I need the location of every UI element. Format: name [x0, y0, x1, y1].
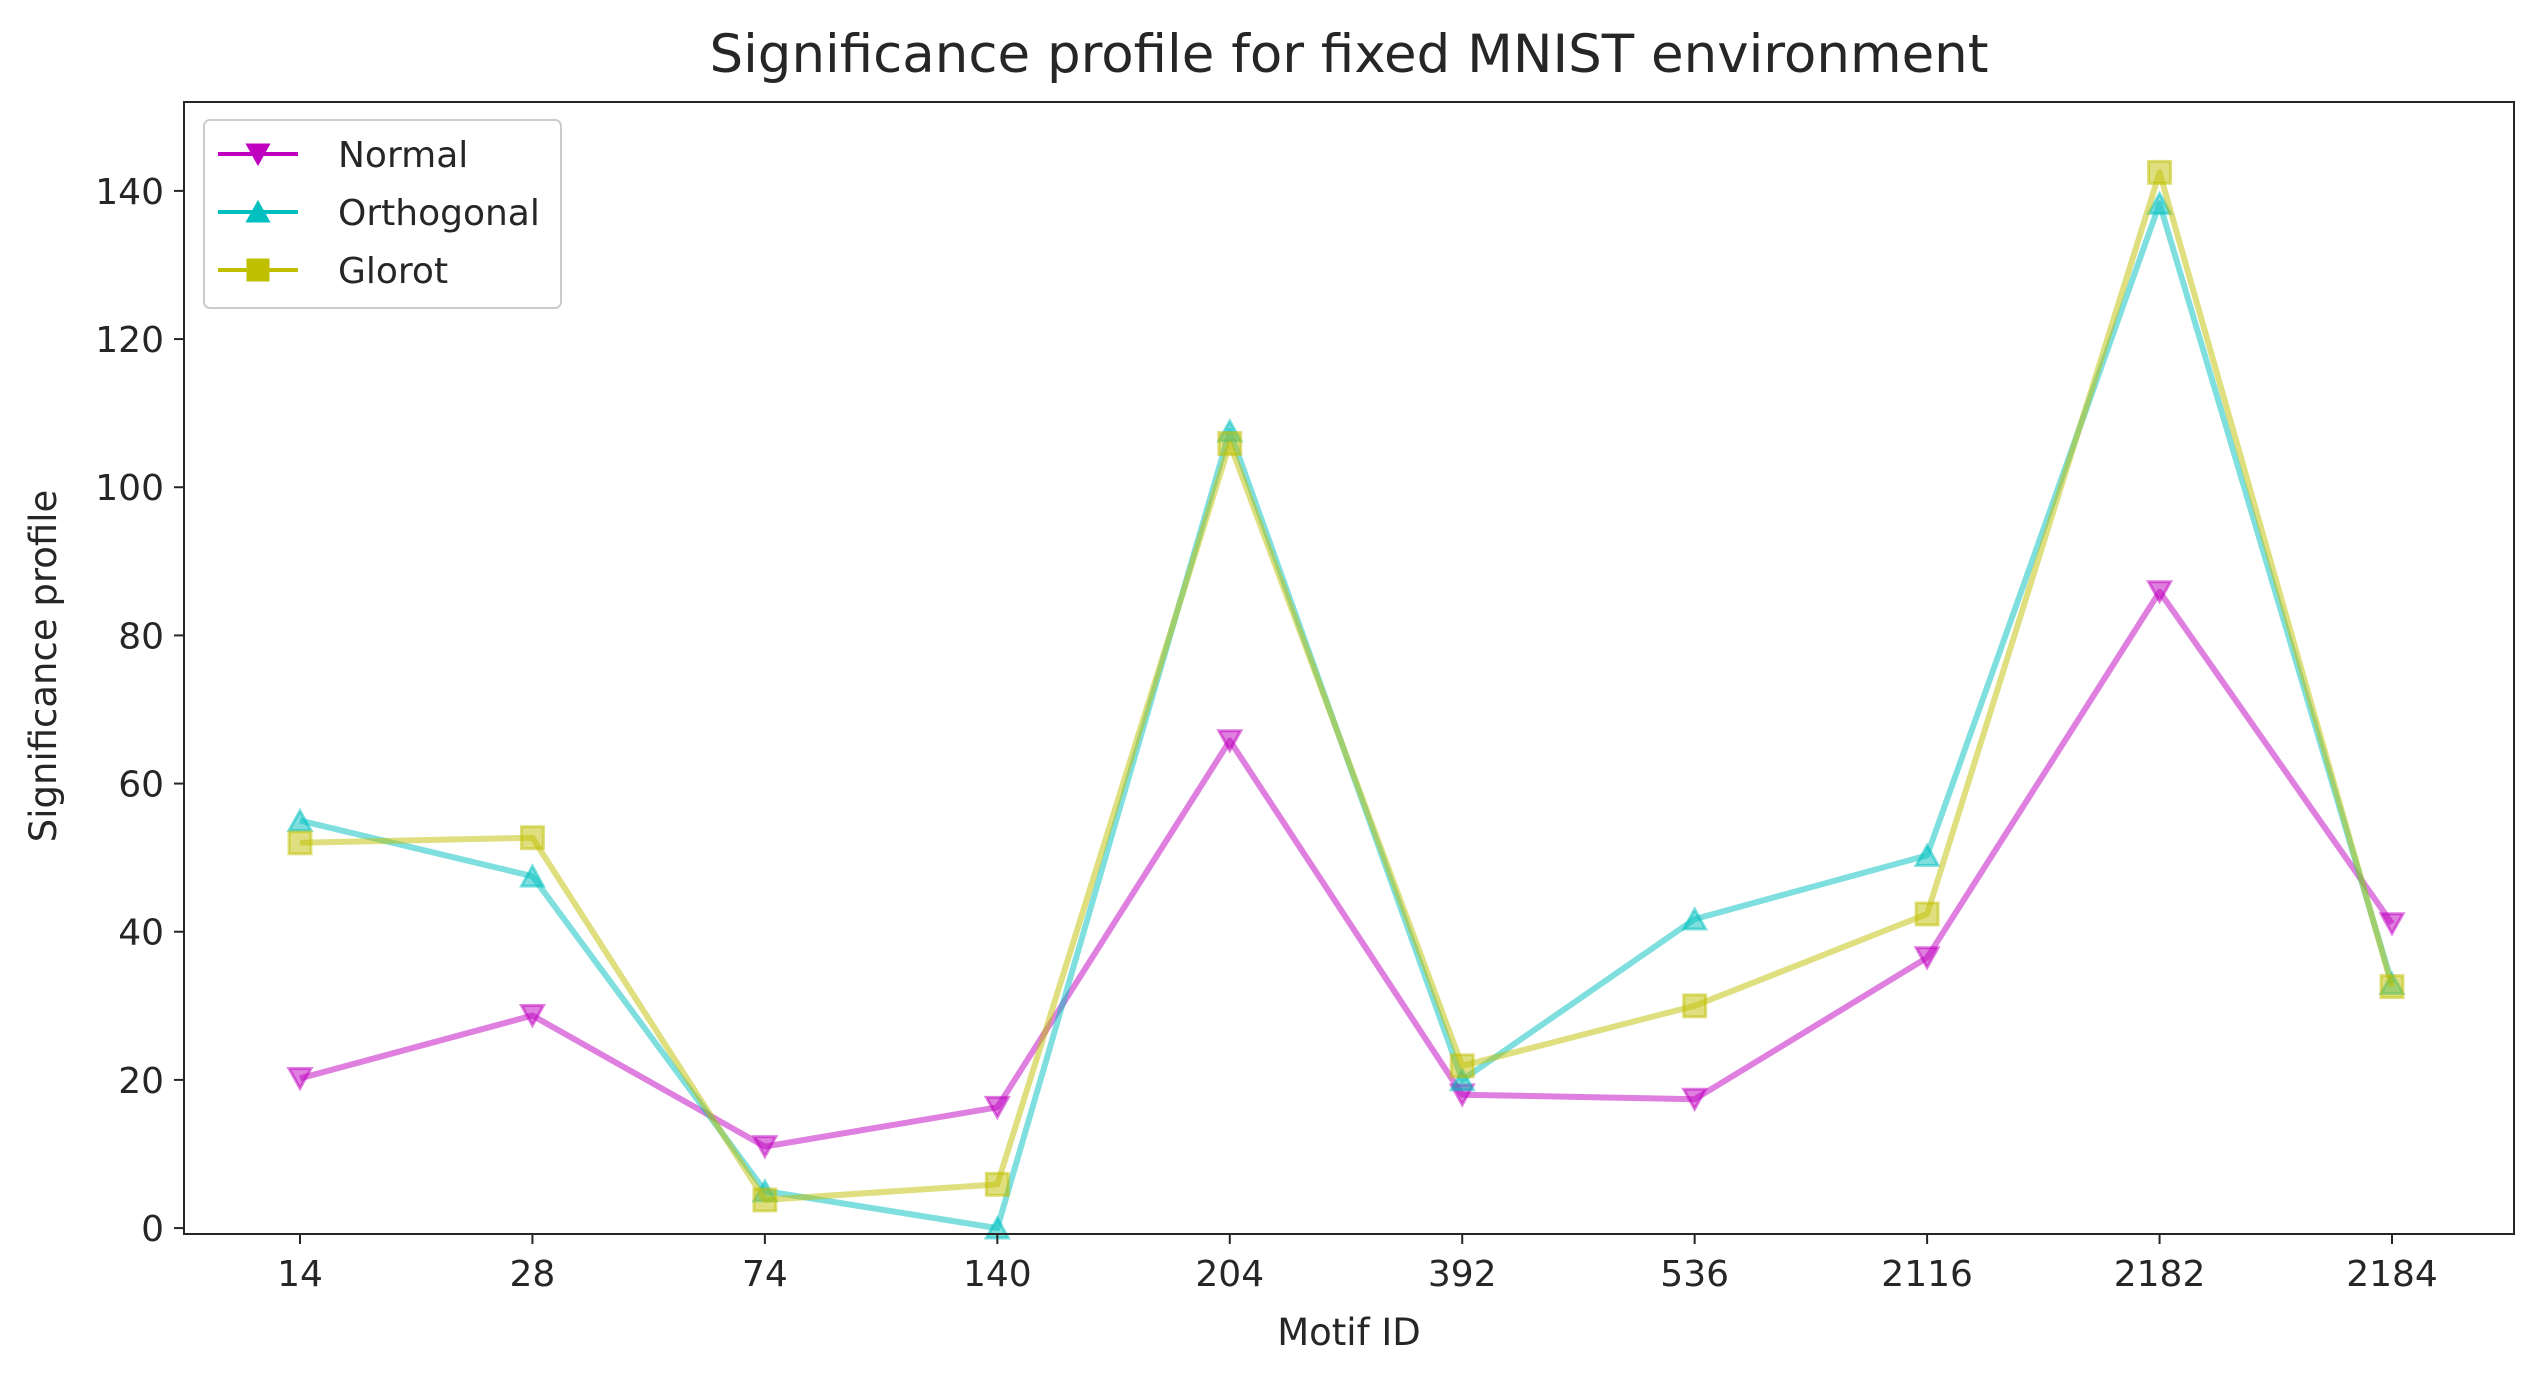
series-line-glorot	[299, 169, 2395, 1203]
data-point-orthogonal	[1448, 1066, 1476, 1092]
x-tick-label: 2116	[1881, 1254, 1973, 1295]
y-tick-label: 40	[118, 913, 164, 954]
data-point-normal	[751, 1135, 779, 1160]
data-point-glorot	[1217, 431, 1243, 457]
data-point-normal	[983, 1095, 1011, 1121]
y-tick-label: 80	[118, 616, 164, 657]
data-point-normal	[1913, 946, 1941, 971]
y-tick-label: 20	[118, 1061, 164, 1102]
data-point-orthogonal	[1681, 906, 1709, 931]
x-tick-label: 204	[1195, 1254, 1264, 1295]
y-axis-label: Significance profile	[22, 490, 65, 843]
legend-label-orthogonal: Orthogonal	[338, 193, 540, 234]
x-tick-label: 14	[277, 1254, 323, 1295]
plot-frame	[183, 101, 2515, 1235]
x-tick-label: 536	[1660, 1254, 1729, 1295]
legend: Normal Orthogonal Glorot	[203, 119, 562, 309]
legend-box	[203, 119, 562, 309]
data-point-glorot	[287, 830, 313, 856]
data-point-glorot	[519, 825, 545, 851]
data-point-glorot	[984, 1171, 1010, 1197]
legend-entry-glorot: Glorot	[218, 251, 448, 292]
data-point-glorot	[2379, 974, 2405, 1000]
data-point-glorot	[1682, 993, 1708, 1019]
y-tick-label: 60	[118, 765, 164, 806]
y-tick-label: 140	[95, 172, 164, 213]
x-tick-label: 2182	[2114, 1254, 2206, 1295]
x-tick-label: 28	[510, 1254, 556, 1295]
legend-entry-orthogonal: Orthogonal	[218, 193, 540, 234]
x-tick-label: 74	[742, 1254, 788, 1295]
series-line-normal	[299, 588, 2395, 1150]
series-normal	[286, 580, 2406, 1160]
legend-marker-orthogonal	[245, 199, 271, 223]
data-point-normal	[1216, 729, 1244, 754]
data-point-glorot	[2147, 159, 2173, 185]
y-tick-label: 100	[95, 468, 164, 509]
data-point-normal	[2146, 580, 2174, 605]
y-tick-label: 0	[141, 1209, 164, 1250]
data-point-normal	[518, 1004, 546, 1029]
data-point-glorot	[1914, 901, 1940, 927]
x-tick-label: 392	[1428, 1254, 1497, 1295]
plot-area	[286, 159, 2406, 1240]
data-point-glorot	[752, 1187, 778, 1213]
legend-label-normal: Normal	[338, 135, 468, 176]
axes: 14 28 74 140 204 392 536 2116 2182 2184 0 20 40 60 80 1…	[95, 101, 2515, 1295]
data-point-orthogonal	[1913, 842, 1941, 867]
data-point-glorot	[1449, 1053, 1475, 1079]
chart-title: Significance profile for fixed MNIST env…	[709, 24, 1988, 85]
data-point-orthogonal	[518, 863, 546, 888]
series-glorot	[287, 159, 2405, 1213]
legend-entry-normal: Normal	[218, 135, 468, 176]
data-point-normal	[2378, 912, 2406, 937]
data-point-normal	[286, 1067, 314, 1092]
x-tick-label: 140	[963, 1254, 1032, 1295]
x-tick-label: 2184	[2346, 1254, 2438, 1295]
y-tick-label: 120	[95, 320, 164, 361]
data-point-normal	[1681, 1087, 1709, 1113]
legend-marker-glorot	[246, 258, 270, 282]
legend-label-glorot: Glorot	[338, 251, 448, 292]
data-point-orthogonal	[2146, 190, 2174, 215]
legend-marker-normal	[245, 143, 271, 167]
x-axis-label: Motif ID	[1277, 1311, 1421, 1354]
